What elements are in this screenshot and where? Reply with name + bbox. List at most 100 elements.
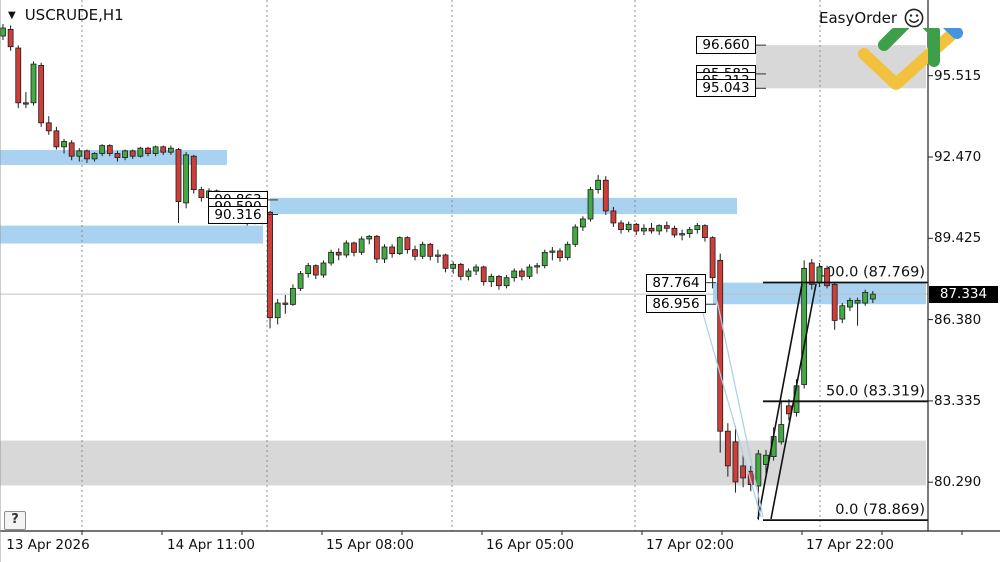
candle [618, 220, 624, 234]
candle-body [91, 153, 98, 160]
trendline[interactable] [757, 283, 803, 520]
candle-body [862, 291, 869, 304]
candle [396, 236, 403, 255]
candle [564, 241, 571, 261]
candle [488, 273, 495, 288]
candle-body [656, 225, 663, 232]
candle [610, 206, 617, 227]
candle [0, 24, 6, 41]
candle-body [30, 63, 37, 104]
blue-trendline[interactable] [699, 302, 762, 518]
candle-body [854, 299, 861, 304]
candle [473, 264, 479, 276]
candle [366, 234, 373, 245]
candle [679, 229, 685, 241]
candle [137, 146, 144, 158]
candle [68, 140, 75, 161]
candle-body [412, 249, 418, 257]
candle [267, 210, 273, 329]
candle [694, 222, 701, 234]
candle-body [267, 211, 273, 319]
candle-body [175, 149, 182, 202]
candle-body [541, 251, 548, 267]
objects-layer [266, 44, 928, 522]
candle-body [824, 267, 830, 287]
candle [595, 174, 602, 194]
price-axis-label: 83.335 [934, 392, 982, 409]
time-axis-label: 17 Apr 22:00 [805, 537, 895, 553]
candle-body [335, 251, 342, 256]
price-level-label[interactable]: 95.043 [696, 79, 756, 98]
candle-body [53, 130, 60, 148]
candle [625, 221, 632, 233]
candle [709, 236, 716, 289]
candle [76, 148, 83, 162]
candle [633, 222, 640, 235]
price-level-label[interactable]: 87.764 [646, 273, 706, 292]
candle [587, 186, 594, 222]
candle-body [595, 179, 602, 190]
easyorder-watermark: EasyOrder [819, 7, 925, 29]
price-level-label[interactable]: 96.660 [696, 36, 756, 55]
candle [312, 264, 319, 280]
candle-body [511, 270, 518, 279]
candle [831, 281, 838, 330]
candle-body [610, 210, 617, 224]
candle-body [282, 302, 289, 305]
candle [381, 244, 388, 263]
symbol-selector[interactable]: ▼ USCRUDE,H1 [8, 6, 124, 24]
candle [114, 150, 121, 162]
candle [572, 224, 579, 247]
help-button[interactable]: ? [4, 511, 26, 530]
candle-body [427, 243, 434, 257]
candle [106, 144, 113, 157]
candle [30, 61, 37, 106]
candle-body [351, 242, 357, 253]
candle [442, 253, 449, 273]
candle-body [114, 153, 121, 158]
candle-body [579, 218, 586, 228]
price-level-label[interactable]: 90.316 [208, 205, 268, 224]
blue-trendline[interactable] [714, 290, 764, 518]
candle [427, 242, 434, 261]
candle-body [190, 155, 197, 190]
candle-body [38, 65, 45, 124]
candle-body [61, 141, 67, 148]
candle [297, 271, 304, 292]
candle-body [129, 150, 136, 157]
candle-body [373, 235, 380, 260]
time-axis-label: 14 Apr 11:00 [166, 537, 256, 553]
candle-body [869, 293, 876, 300]
candle [129, 149, 136, 159]
candle [450, 261, 457, 274]
candle-body [671, 227, 678, 236]
price-axis-label: 92.470 [934, 149, 982, 165]
candle [579, 216, 586, 231]
trendline[interactable] [770, 283, 817, 520]
candle-body [816, 266, 823, 284]
candle [847, 297, 853, 312]
candle [175, 148, 182, 223]
candle [145, 146, 151, 157]
candle-body [549, 250, 556, 253]
candle-body [160, 146, 167, 153]
candle [557, 248, 563, 262]
time-axis-label: 17 Apr 02:00 [645, 537, 735, 553]
easyorder-label: EasyOrder [819, 9, 897, 27]
candle-body [404, 237, 411, 251]
candle [61, 138, 67, 154]
candle [15, 45, 22, 109]
price-axis-label: 89.425 [934, 230, 982, 247]
candle-body [686, 229, 693, 235]
price-level-label[interactable]: 86.956 [646, 295, 706, 314]
candle [53, 126, 60, 150]
candle [526, 264, 533, 280]
candle [328, 249, 334, 266]
candle [343, 240, 350, 258]
candle [869, 291, 876, 304]
candle [122, 149, 128, 161]
broker-logo [858, 28, 963, 90]
candle [419, 241, 426, 259]
chevron-down-icon[interactable]: ▼ [8, 9, 16, 21]
